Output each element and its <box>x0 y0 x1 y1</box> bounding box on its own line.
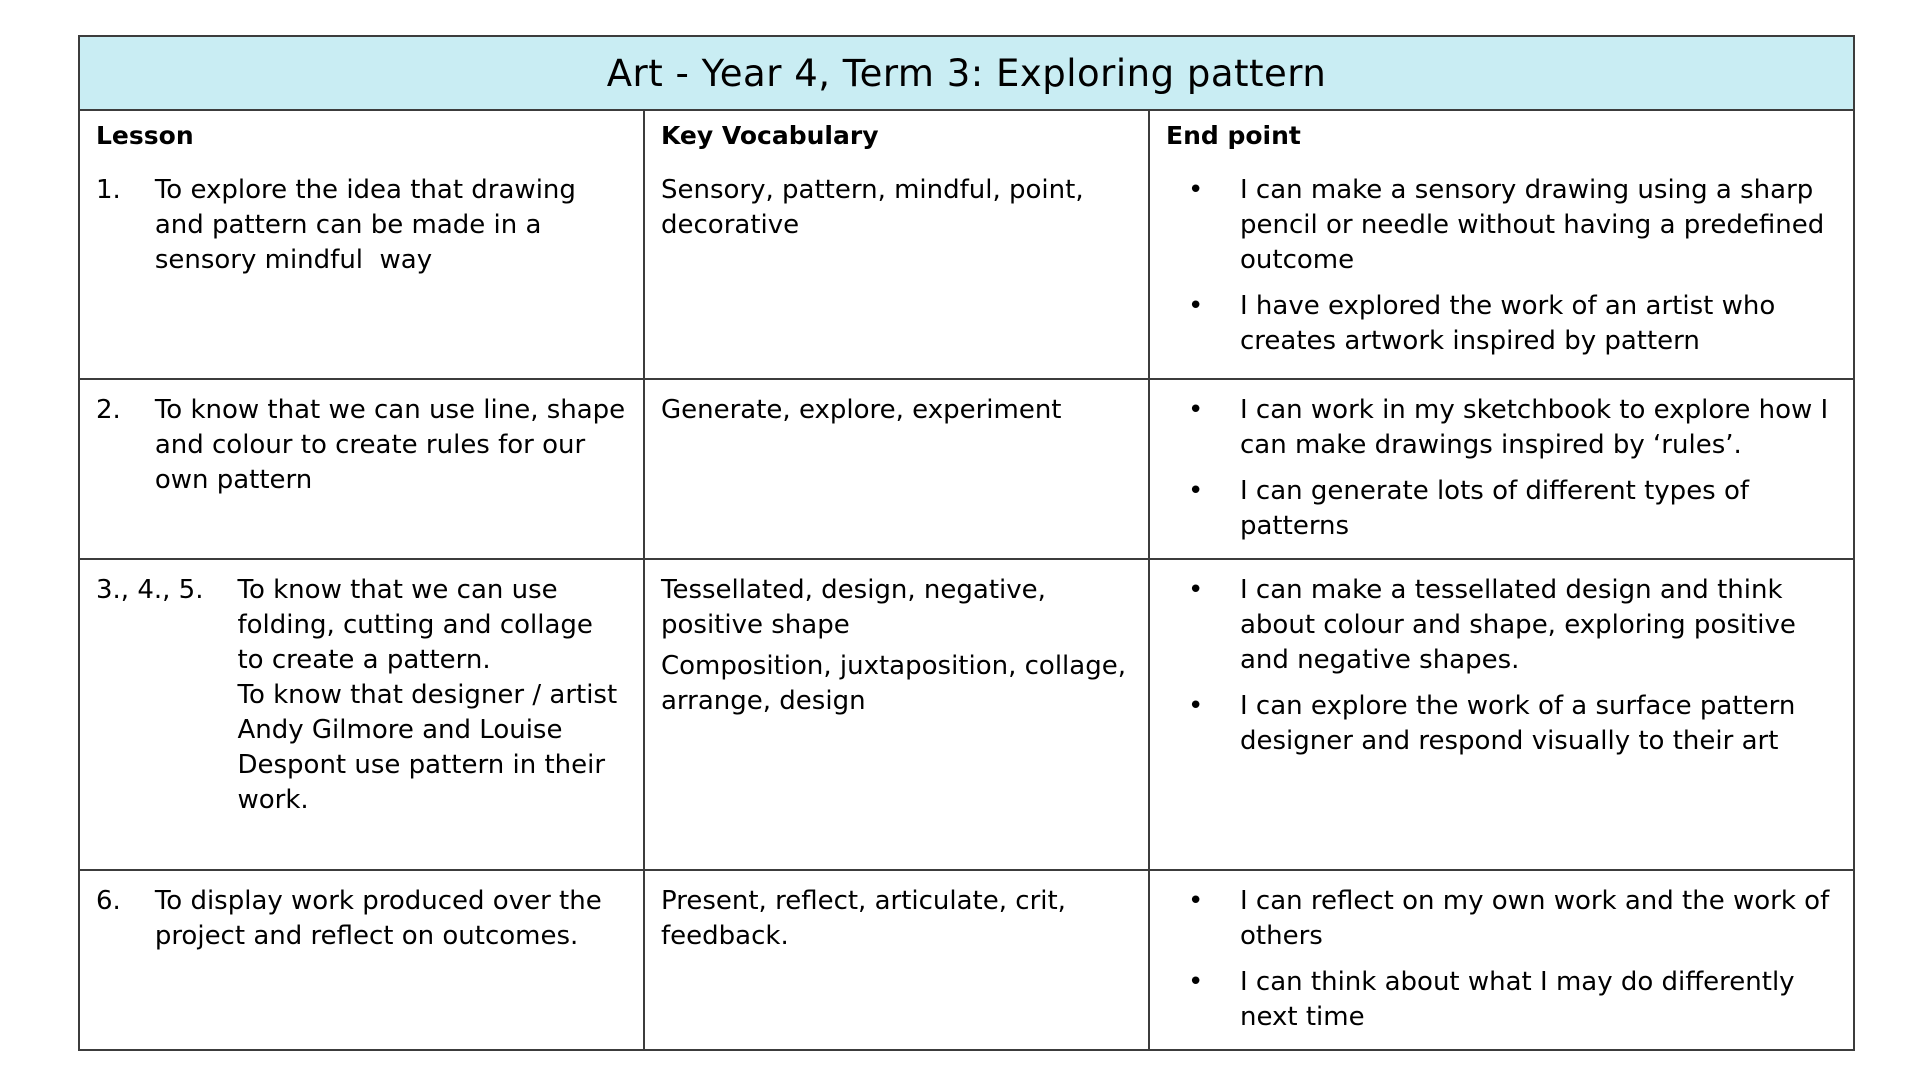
lesson-text: To know that designer / artist Andy Gilm… <box>237 680 626 815</box>
column-header-end-point: End point <box>1148 111 1853 160</box>
end-point-text: I can generate lots of different types o… <box>1240 476 1750 541</box>
table-body: 1. To explore the idea that drawing and … <box>80 160 1853 1049</box>
key-vocabulary-cell: Generate, explore, experiment <box>643 380 1148 558</box>
end-point-text: I can explore the work of a surface patt… <box>1240 691 1796 756</box>
bullet-icon: • <box>1188 886 1204 916</box>
bullet-icon: • <box>1188 291 1204 321</box>
end-point-text: I can make a tessellated design and thin… <box>1240 575 1796 675</box>
lesson-text: To explore the idea that drawing and pat… <box>154 175 585 275</box>
key-vocabulary-cell: Present, reflect, articulate, crit, feed… <box>643 871 1148 1049</box>
end-point-item: • I have explored the work of an artist w… <box>1182 289 1837 359</box>
lesson-cell: 3., 4., 5. To know that we can use foldi… <box>80 560 643 869</box>
end-point-item: • I can explore the work of a surface pat… <box>1182 689 1837 759</box>
lesson-number: 2. <box>96 395 121 425</box>
end-point-cell: • I can make a tessellated design and thi… <box>1148 560 1853 869</box>
end-point-item: • I can make a sensory drawing using a sh… <box>1182 173 1837 278</box>
table-row: 6. To display work produced over the pro… <box>80 869 1853 1049</box>
vocabulary-text: Generate, explore, experiment <box>661 395 1062 425</box>
end-point-text: I have explored the work of an artist wh… <box>1240 291 1776 356</box>
column-header-lesson: Lesson <box>96 121 194 150</box>
end-point-text: I can work in my sketchbook to explore h… <box>1240 395 1829 460</box>
bullet-icon: • <box>1188 175 1204 205</box>
end-point-text: I can think about what I may do differen… <box>1240 967 1795 1032</box>
table-row: 3., 4., 5. To know that we can use foldi… <box>80 558 1853 869</box>
end-point-text: I can make a sensory drawing using a sha… <box>1240 175 1825 275</box>
lesson-cell: 1. To explore the idea that drawing and … <box>80 160 643 378</box>
vocabulary-text: Sensory, pattern, mindful, point, decora… <box>661 175 1092 240</box>
bullet-icon: • <box>1188 967 1204 997</box>
lesson-number: 3., 4., 5. <box>96 575 204 605</box>
bullet-icon: • <box>1188 691 1204 721</box>
lesson-paragraphs: To explore the idea that drawing and pat… <box>155 173 627 278</box>
end-point-item: • I can think about what I may do differe… <box>1182 965 1837 1035</box>
vocabulary-text: Composition, juxtaposition, collage, arr… <box>661 651 1135 716</box>
end-point-item: • I can work in my sketchbook to explore … <box>1182 393 1837 463</box>
table-row: 1. To explore the idea that drawing and … <box>80 160 1853 378</box>
lesson-text: To know that we can use line, shape and … <box>154 395 634 495</box>
end-point-text: I can reflect on my own work and the wor… <box>1240 886 1830 951</box>
lesson-cell: 6. To display work produced over the pro… <box>80 871 643 1049</box>
lesson-number: 1. <box>96 175 121 205</box>
table-row: 2. To know that we can use line, shape a… <box>80 378 1853 558</box>
end-point-item: • I can make a tessellated design and thi… <box>1182 573 1837 678</box>
end-point-item: • I can generate lots of different types … <box>1182 474 1837 544</box>
lesson-text: To know that we can use folding, cutting… <box>237 575 602 675</box>
lesson-paragraphs: To display work produced over the projec… <box>155 884 627 954</box>
document-title: Art - Year 4, Term 3: Exploring pattern <box>80 37 1853 111</box>
end-point-item: • I can reflect on my own work and the wo… <box>1182 884 1837 954</box>
lesson-number: 6. <box>96 886 121 916</box>
bullet-icon: • <box>1188 395 1204 425</box>
column-header-key-vocabulary: Key Vocabulary <box>643 111 1148 160</box>
lesson-text: To display work produced over the projec… <box>154 886 610 951</box>
end-point-cell: • I can make a sensory drawing using a sh… <box>1148 160 1853 378</box>
bullet-icon: • <box>1188 575 1204 605</box>
vocabulary-text: Present, reflect, articulate, crit, feed… <box>661 886 1075 951</box>
lesson-cell: 2. To know that we can use line, shape a… <box>80 380 643 558</box>
key-vocabulary-cell: Sensory, pattern, mindful, point, decora… <box>643 160 1148 378</box>
lesson-paragraphs: To know that we can use folding, cutting… <box>237 573 627 818</box>
bullet-icon: • <box>1188 476 1204 506</box>
end-point-cell: • I can reflect on my own work and the wo… <box>1148 871 1853 1049</box>
lesson-paragraphs: To know that we can use line, shape and … <box>155 393 627 498</box>
curriculum-table: Art - Year 4, Term 3: Exploring pattern … <box>78 35 1855 1051</box>
table-header-row: Lesson Key Vocabulary End point <box>80 111 1853 160</box>
key-vocabulary-cell: Tessellated, design, negative, positive … <box>643 560 1148 869</box>
end-point-cell: • I can work in my sketchbook to explore … <box>1148 380 1853 558</box>
vocabulary-text: Tessellated, design, negative, positive … <box>661 575 1055 640</box>
